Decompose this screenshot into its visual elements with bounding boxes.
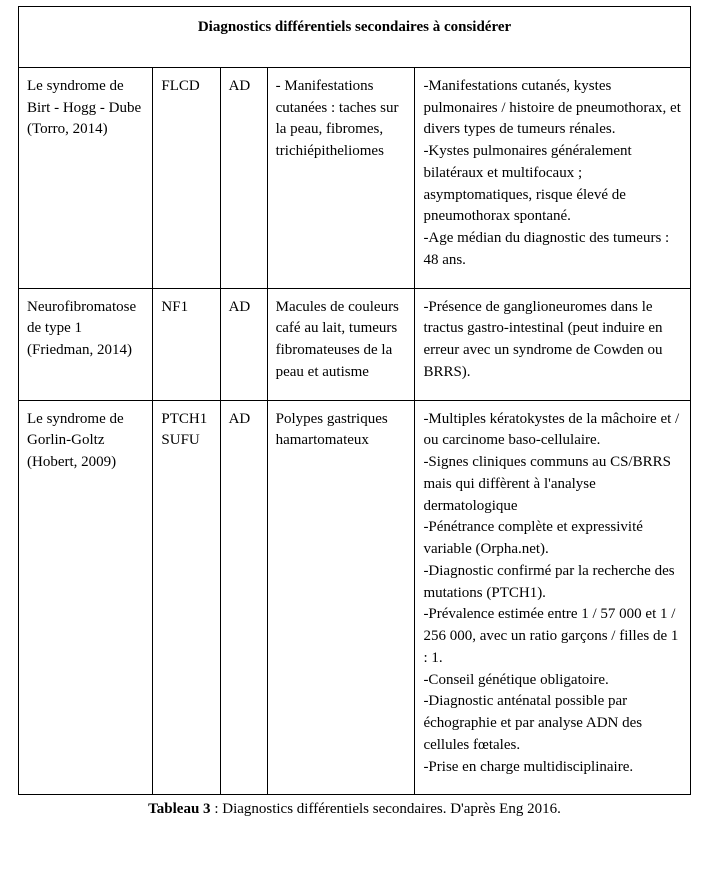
table-header-row: Diagnostics différentiels secondaires à … (19, 7, 691, 68)
caption-label: Tableau 3 (148, 801, 210, 817)
cell-name: Le syndrome de Birt - Hogg - Dube (Torro… (19, 67, 153, 288)
cell-notes: -Présence de ganglioneuromes dans le tra… (415, 288, 691, 400)
table-row: Neurofibromatose de type 1 (Friedman, 20… (19, 288, 691, 400)
differential-diagnostics-table: Diagnostics différentiels secondaires à … (18, 6, 691, 795)
table-caption: Tableau 3 : Diagnostics différentiels se… (18, 801, 691, 818)
cell-notes: -Manifestations cutanés, kystes pulmonai… (415, 67, 691, 288)
cell-clinical: - Manifestations cutanées : taches sur l… (267, 67, 415, 288)
cell-gene: PTCH1 SUFU (153, 400, 220, 795)
table-header: Diagnostics différentiels secondaires à … (19, 7, 691, 68)
table-row: Le syndrome de Gorlin-Goltz (Hobert, 200… (19, 400, 691, 795)
table-row: Le syndrome de Birt - Hogg - Dube (Torro… (19, 67, 691, 288)
cell-clinical: Macules de couleurs café au lait, tumeur… (267, 288, 415, 400)
cell-inheritance: AD (220, 400, 267, 795)
caption-text: : Diagnostics différentiels secondaires.… (211, 801, 561, 817)
cell-clinical: Polypes gastriques hamartomateux (267, 400, 415, 795)
cell-notes: -Multiples kératokystes de la mâchoire e… (415, 400, 691, 795)
page: Diagnostics différentiels secondaires à … (0, 0, 709, 836)
cell-name: Le syndrome de Gorlin-Goltz (Hobert, 200… (19, 400, 153, 795)
cell-gene: NF1 (153, 288, 220, 400)
cell-name: Neurofibromatose de type 1 (Friedman, 20… (19, 288, 153, 400)
cell-inheritance: AD (220, 67, 267, 288)
cell-inheritance: AD (220, 288, 267, 400)
cell-gene: FLCD (153, 67, 220, 288)
